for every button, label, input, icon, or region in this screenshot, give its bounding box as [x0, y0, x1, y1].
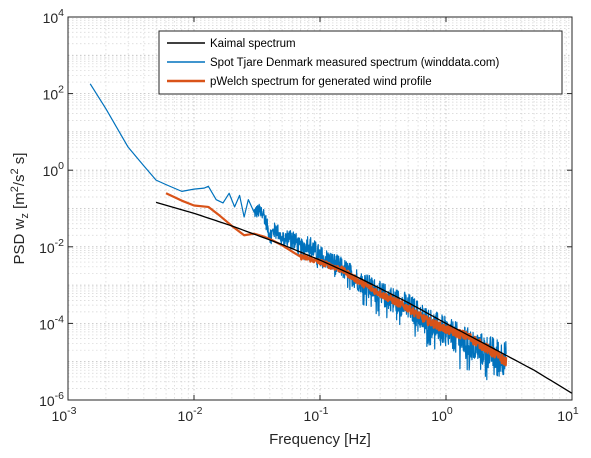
- series-line-0: [155, 201, 573, 394]
- legend-box: [158, 30, 563, 95]
- x-tick-label: 10-3: [52, 405, 77, 424]
- x-tick-label: 10-1: [304, 405, 329, 424]
- legend-label: Spot Tjare Denmark measured spectrum (wi…: [210, 57, 499, 69]
- y-axis-label: PSD wz [m2/s2 s]: [9, 153, 31, 265]
- x-tick-label: 10-2: [178, 405, 203, 424]
- y-label-part1: PSD w: [11, 218, 28, 264]
- x-tick-labels: 10-3 10-2 10-1 100 101: [52, 405, 579, 424]
- y-tick-label: 100: [43, 160, 65, 179]
- y-label-part2: [m: [11, 192, 28, 213]
- y-label-part4: s]: [11, 153, 28, 169]
- y-label-sub: z: [19, 213, 31, 219]
- legend: Kaimal spectrum Spot Tjare Denmark measur…: [158, 30, 563, 95]
- legend-label: pWelch spectrum for generated wind profi…: [210, 76, 432, 88]
- x-axis-label: Frequency [Hz]: [269, 431, 371, 448]
- y-label-part3: /s: [11, 174, 28, 186]
- legend-label: Kaimal spectrum: [210, 38, 296, 50]
- y-tick-labels: 10-6 10-4 10-2 100 102 104: [39, 7, 64, 409]
- y-label-sup2: 2: [9, 168, 21, 174]
- y-tick-label: 10-4: [39, 313, 64, 332]
- y-tick-label: 10-6: [39, 390, 64, 409]
- y-label-sup: 2: [9, 186, 21, 192]
- x-tick-label: 100: [431, 405, 453, 424]
- y-tick-label: 104: [43, 7, 65, 26]
- tick-marks: [67, 16, 573, 401]
- y-tick-label: 10-2: [39, 237, 64, 256]
- y-tick-label: 102: [43, 84, 65, 103]
- series-layer: [89, 83, 573, 394]
- x-tick-label: 101: [557, 405, 579, 424]
- series-line-1: [89, 83, 507, 381]
